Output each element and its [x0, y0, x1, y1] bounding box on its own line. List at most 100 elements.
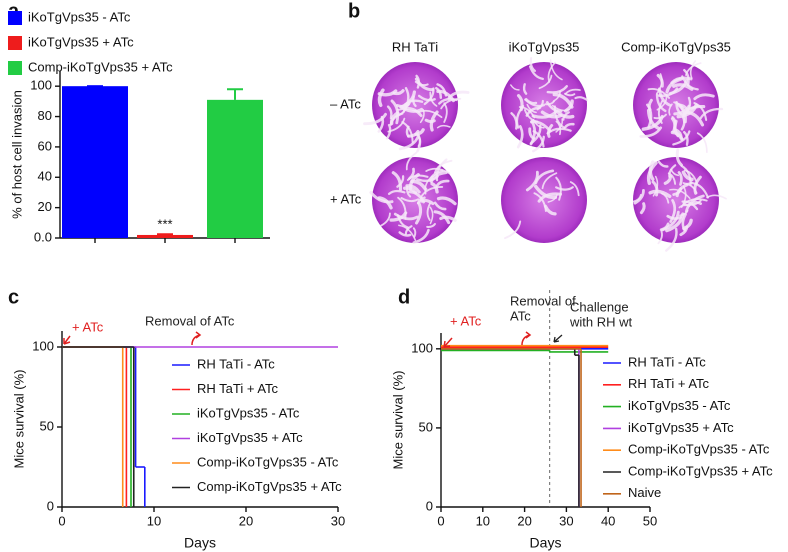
- plaque: [684, 96, 692, 115]
- plaque: [524, 98, 546, 108]
- plaque-image: [501, 157, 587, 243]
- plaque: [699, 107, 724, 120]
- annotation: ATc: [510, 308, 531, 323]
- y-tick-label: 0: [47, 498, 54, 513]
- legend-swatch: [8, 36, 22, 50]
- plaque: [569, 181, 580, 197]
- plaque: [670, 76, 693, 85]
- y-tick-label: 40: [38, 169, 52, 184]
- x-tick-label: 40: [601, 513, 615, 528]
- plaque: [696, 132, 708, 154]
- row-label: – ATc: [330, 96, 361, 111]
- plaque-image: [369, 151, 458, 244]
- plaque: [433, 159, 453, 174]
- legend-label: iKoTgVps35 + ATc: [28, 34, 134, 49]
- x-axis-label: Days: [530, 535, 562, 551]
- plaque: [639, 202, 646, 215]
- plaque: [537, 192, 563, 203]
- plaque: [653, 113, 667, 120]
- plaque: [541, 172, 558, 190]
- arrow: [553, 334, 563, 343]
- legend-label: RH TaTi + ATc: [628, 376, 710, 391]
- plaque: [393, 212, 419, 221]
- legend-label: Naive: [628, 485, 661, 500]
- legend-label: Comp-iKoTgVps35 - ATc: [628, 442, 770, 457]
- plaque: [532, 130, 545, 148]
- plaque: [429, 170, 448, 183]
- legend-label: iKoTgVps35 - ATc: [28, 9, 131, 24]
- plaque: [398, 134, 420, 151]
- plaque: [680, 185, 687, 208]
- plaque: [661, 192, 670, 204]
- plaque: [675, 101, 684, 116]
- x-tick-label: 0: [58, 513, 65, 528]
- y-tick-label: 100: [32, 338, 54, 353]
- plaque: [522, 83, 528, 95]
- plaque: [648, 189, 672, 199]
- plaque: [412, 227, 417, 238]
- y-axis-label: % of host cell invasion: [9, 90, 24, 219]
- plaque: [672, 187, 683, 196]
- plaque: [546, 124, 554, 138]
- plaque: [525, 170, 539, 192]
- y-axis-label: Mice survival (%): [11, 370, 26, 469]
- x-tick-label: 0: [437, 513, 444, 528]
- error-bar: [157, 233, 173, 236]
- plaque: [398, 224, 417, 242]
- x-tick-label: 30: [559, 513, 573, 528]
- plaque: [564, 122, 575, 129]
- plaque: [549, 59, 563, 81]
- plaque: [691, 182, 709, 199]
- y-tick-label: 50: [40, 418, 54, 433]
- plaque: [676, 102, 687, 124]
- x-tick-label: 30: [331, 513, 345, 528]
- x-tick-label: 10: [476, 513, 490, 528]
- plaque: [563, 99, 574, 113]
- plaque: [683, 68, 690, 87]
- plaque: [546, 85, 568, 94]
- plaque: [424, 118, 436, 124]
- plaque: [430, 181, 439, 194]
- x-tick-label: 20: [517, 513, 531, 528]
- panel-label: b: [348, 0, 360, 22]
- plaque: [387, 189, 406, 195]
- legend-label: Comp-iKoTgVps35 - ATc: [197, 454, 339, 469]
- plaque: [648, 160, 655, 181]
- plaque: [666, 214, 682, 220]
- plaque: [668, 103, 673, 116]
- plaque: [657, 160, 669, 168]
- plaque: [416, 175, 439, 183]
- plaque: [389, 112, 404, 126]
- x-axis-label: Days: [184, 535, 216, 551]
- plaque: [682, 181, 693, 185]
- column-label: iKoTgVps35: [509, 39, 580, 54]
- annotation: with RH wt: [569, 314, 633, 329]
- plaque: [689, 60, 697, 79]
- column-label: RH TaTi: [392, 39, 438, 54]
- plaque: [647, 98, 653, 112]
- plaque: [417, 109, 443, 119]
- plaque: [436, 196, 457, 206]
- plaque-image: [363, 62, 470, 153]
- annotation: + ATc: [450, 313, 482, 328]
- plaque: [639, 126, 663, 138]
- plaque: [685, 62, 702, 77]
- plaque: [419, 108, 425, 124]
- plaque: [510, 84, 520, 91]
- plaque: [425, 167, 451, 175]
- plaque: [529, 57, 536, 72]
- plaque: [386, 105, 393, 120]
- plaque: [515, 104, 525, 129]
- plaque: [426, 222, 436, 228]
- annotation: Removal of ATc: [145, 313, 235, 328]
- plaque: [682, 198, 708, 206]
- plaque: [657, 230, 663, 245]
- plaque: [683, 169, 698, 185]
- legend-label: iKoTgVps35 + ATc: [197, 430, 303, 445]
- plaque: [412, 228, 430, 244]
- plaque: [547, 194, 558, 203]
- plaque: [400, 197, 420, 203]
- plaque: [426, 202, 431, 221]
- plaque: [435, 179, 450, 187]
- annotation: + ATc: [72, 319, 104, 334]
